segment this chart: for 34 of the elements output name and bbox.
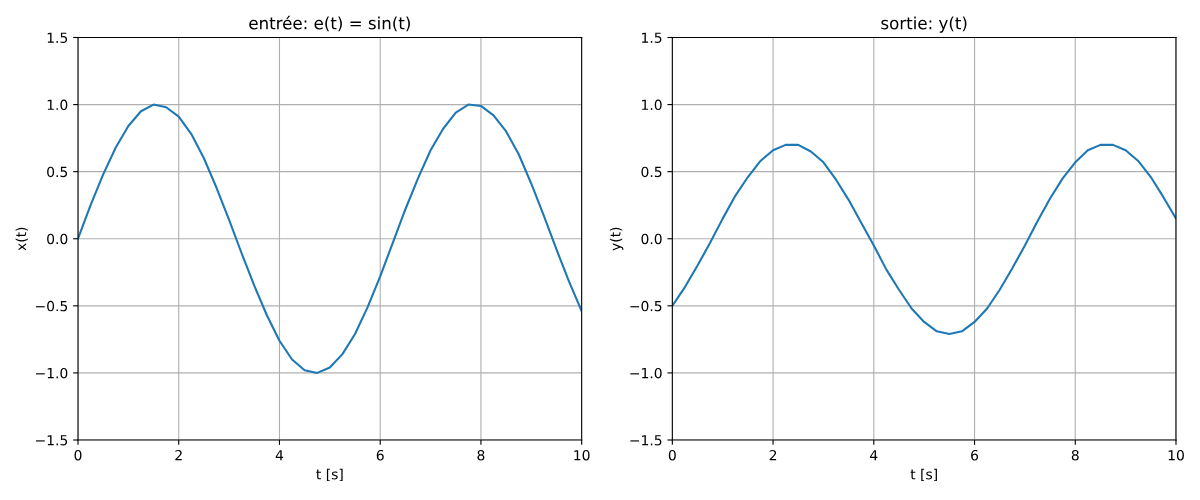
- x-tick-label: 4: [870, 450, 878, 461]
- y-tick-label: −1.0: [630, 367, 662, 379]
- x-tick-label: 10: [1168, 449, 1184, 461]
- y-tick-label: 1.0: [642, 99, 662, 111]
- x-axis-title: t [s]: [316, 468, 343, 482]
- x-tick-label: 6: [376, 449, 384, 461]
- y-tick-label: −0.5: [36, 300, 68, 312]
- x-tick-label: 0: [668, 449, 676, 461]
- x-tick-label: 2: [769, 449, 777, 461]
- x-tick-label: 0: [74, 449, 82, 461]
- line-series: [672, 143, 1176, 336]
- y-axis-title: y(t): [609, 227, 624, 251]
- y-tick-label: 1.5: [642, 32, 662, 43]
- x-tick-label: 8: [477, 449, 485, 461]
- y-tick-label: 1.0: [47, 99, 68, 111]
- y-tick-label: 0.0: [641, 233, 662, 245]
- x-tick-label: 10: [574, 449, 590, 461]
- x-tick-label: 4: [275, 450, 284, 461]
- y-tick-label: 0.5: [47, 166, 68, 178]
- x-axis-title: t [s]: [910, 468, 937, 482]
- chart-title: entrée: e(t) = sin(t): [249, 15, 410, 32]
- y-tick-label: −0.5: [630, 300, 662, 312]
- chart-title: sortie: y(t): [881, 16, 967, 33]
- x-tick-label: 2: [175, 449, 182, 461]
- y-tick-label: 1.5: [47, 32, 68, 43]
- line-series: [78, 103, 582, 374]
- y-tick-label: −1.5: [36, 435, 68, 446]
- x-tick-label: 8: [1071, 449, 1079, 461]
- y-tick-label: 0.5: [641, 166, 662, 178]
- y-tick-label: −1.5: [630, 435, 662, 446]
- y-axis-title: x(t): [15, 227, 28, 251]
- x-tick-label: 6: [971, 449, 979, 461]
- y-tick-label: 0.0: [47, 233, 68, 245]
- y-tick-label: −1.0: [36, 367, 68, 379]
